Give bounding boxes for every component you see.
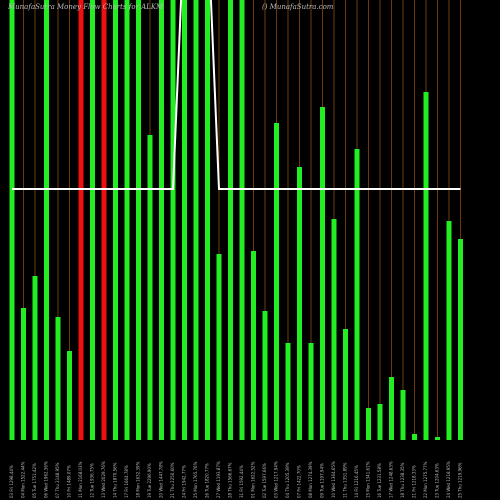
- bar: [239, 0, 245, 440]
- bar: [205, 0, 210, 440]
- x-tick-label: 03 Fri 1298.44%: [9, 465, 14, 498]
- bar: [343, 329, 348, 440]
- x-tick-label: 06 Wed 1962.36%: [44, 461, 49, 498]
- bar: [435, 437, 440, 440]
- x-tick-label: 26 Tue 1820.77%: [205, 463, 210, 498]
- bar: [228, 0, 233, 440]
- bar: [147, 135, 153, 440]
- x-tick-label: 23 Tue 1204.63%: [435, 463, 440, 498]
- x-tick-label: 28 Thu 1566.67%: [228, 462, 233, 498]
- x-tick-label: 11 Thu 1351.89%: [343, 462, 348, 498]
- x-tick-label: 13 Wed 2029.76%: [101, 461, 106, 498]
- bar: [262, 311, 268, 440]
- x-tick-label: 12 Tue 1936.75%: [90, 463, 95, 498]
- x-tick-label: 07 Thu 2148.95%: [55, 462, 60, 498]
- bar: [446, 221, 452, 440]
- bar: [331, 219, 337, 440]
- x-tick-label: 24 Wed 1218.95%: [446, 461, 451, 498]
- bar: [124, 0, 130, 440]
- bar: [182, 0, 187, 440]
- x-tick-label: 01 Mon 1622.52%: [251, 461, 256, 498]
- x-tick-label: 21 Fri 1218.33%: [412, 465, 417, 498]
- bar: [285, 343, 291, 440]
- bar: [423, 92, 429, 440]
- chart-title: MunafaSutra Money Flow Charts for ALKM: [7, 3, 164, 11]
- bar: [354, 149, 360, 440]
- x-tick-label: 17 Wed 1248.63%: [389, 461, 394, 498]
- x-tick-label: 18 Thu 1238.35%: [400, 462, 405, 498]
- bar: [21, 308, 26, 440]
- x-tick-label: 08 Mon 1274.39%: [308, 461, 313, 498]
- x-tick-label: 15 Mon 1341.61%: [366, 461, 371, 498]
- bar: [55, 317, 61, 440]
- x-tick-label: 18 Mon 1632.39%: [136, 461, 141, 498]
- bar: [308, 343, 314, 440]
- bar: [458, 239, 463, 440]
- bar: [101, 0, 107, 440]
- x-tick-label: 14 Fri 1216.45%: [354, 465, 359, 498]
- bar: [366, 408, 371, 440]
- bar: [113, 0, 118, 440]
- x-tick-label: 04 Thu 1205.39%: [285, 462, 290, 498]
- bar: [320, 107, 325, 440]
- bar: [274, 123, 279, 440]
- x-tick-label: 20 Wed 1447.78%: [159, 461, 164, 498]
- x-tick-label: 27 Wed 1193.87%: [216, 461, 221, 498]
- x-tick-label: 17 Fri 1664.78%: [124, 465, 129, 498]
- x-tick-label: 22 Mon 1275.77%: [423, 461, 428, 498]
- x-tick-label: 04 Mon 1522.44%: [21, 461, 26, 498]
- x-tick-label: 02 Tue 1597.66%: [262, 463, 267, 498]
- bar: [389, 377, 394, 440]
- bar: [136, 0, 141, 440]
- x-tick-label: 14 Thu 1870.56%: [113, 462, 118, 498]
- x-tick-label: 16 Tue 1231.58%: [377, 463, 382, 498]
- bar: [44, 0, 49, 440]
- bar: [67, 351, 72, 440]
- bar: [251, 251, 256, 440]
- x-tick-label: 31 Fri 1592.44%: [239, 465, 244, 498]
- chart-subtitle: () MunafaSutra.com: [262, 3, 334, 11]
- bar: [78, 0, 84, 440]
- bar: [412, 434, 417, 440]
- x-tick-label: 25 Thu 1219.96%: [458, 462, 463, 498]
- x-tick-label: 19 Tue 2296.90%: [147, 463, 152, 498]
- bar: [9, 0, 15, 440]
- x-tick-label: 21 Thu 2250.60%: [170, 462, 175, 498]
- bar: [216, 254, 222, 440]
- bar: [170, 0, 176, 440]
- bar: [90, 0, 95, 440]
- bar: [377, 404, 383, 440]
- bar: [297, 167, 302, 440]
- x-tick-label: 03 Wed 1217.94%: [274, 461, 279, 498]
- x-tick-label: 11 Mon 2168.03%: [78, 461, 83, 498]
- x-tick-label: 09 Tue 1197.94%: [320, 463, 325, 498]
- bar: [159, 0, 164, 440]
- x-tick-label: 10 Wed 1364.65%: [331, 461, 336, 498]
- x-tick-label: 10 Fri 1489.07%: [67, 465, 72, 498]
- x-tick-label: 05 Tue 1751.42%: [32, 463, 37, 498]
- x-tick-label: 07 Fri 1422.70%: [297, 465, 302, 498]
- bar: [193, 0, 199, 440]
- money-flow-line: [12, 0, 461, 190]
- x-tick-label: 25 Mon 1765.76%: [193, 461, 198, 498]
- bar: [400, 390, 406, 440]
- bar: [32, 276, 38, 440]
- x-tick-label: 24 Fri 1942.77%: [182, 465, 187, 498]
